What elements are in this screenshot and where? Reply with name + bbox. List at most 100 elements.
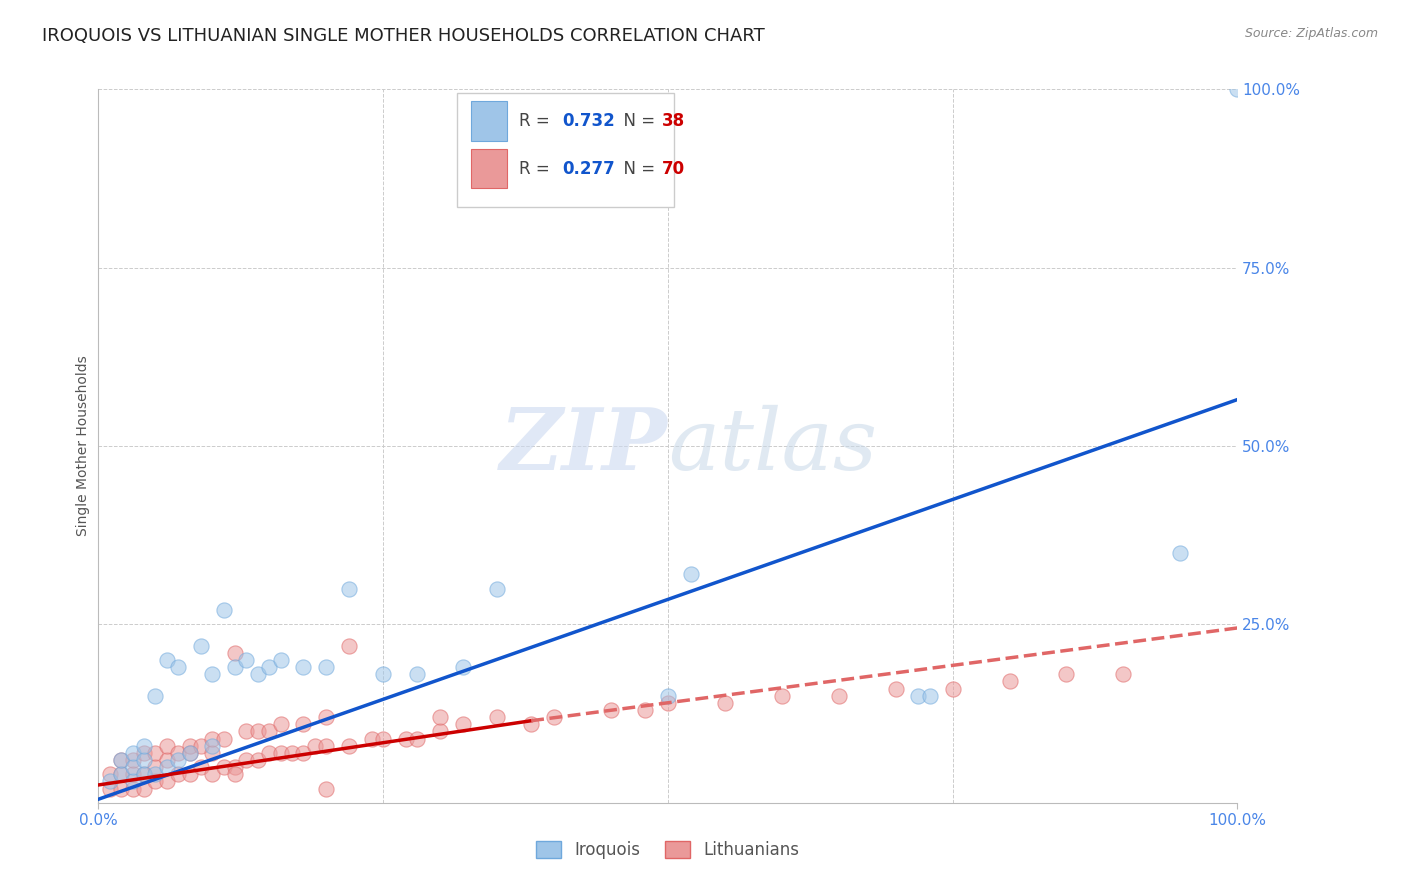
- Point: [634, 703, 657, 717]
- Point: [395, 731, 418, 746]
- Text: R =: R =: [519, 112, 554, 130]
- Point: [132, 767, 155, 781]
- Point: [259, 660, 281, 674]
- Point: [132, 767, 155, 781]
- Point: [337, 639, 360, 653]
- Point: [246, 724, 269, 739]
- Point: [235, 724, 257, 739]
- Point: [190, 739, 212, 753]
- Point: [156, 653, 179, 667]
- Point: [371, 667, 394, 681]
- Point: [98, 774, 121, 789]
- Point: [429, 710, 451, 724]
- Point: [600, 703, 623, 717]
- Point: [156, 774, 179, 789]
- Point: [201, 767, 224, 781]
- Point: [315, 781, 337, 796]
- Point: [121, 774, 143, 789]
- Point: [304, 739, 326, 753]
- Point: [179, 767, 201, 781]
- FancyBboxPatch shape: [457, 93, 673, 207]
- Point: [679, 567, 702, 582]
- Point: [246, 753, 269, 767]
- Point: [714, 696, 737, 710]
- Text: 0.277: 0.277: [562, 160, 614, 178]
- Point: [121, 767, 143, 781]
- Point: [132, 753, 155, 767]
- Point: [270, 746, 292, 760]
- Point: [315, 739, 337, 753]
- Point: [543, 710, 565, 724]
- FancyBboxPatch shape: [471, 102, 508, 141]
- Point: [486, 582, 509, 596]
- Point: [145, 689, 167, 703]
- Point: [1226, 82, 1249, 96]
- Point: [145, 767, 167, 781]
- Point: [259, 746, 281, 760]
- Point: [145, 760, 167, 774]
- Point: [110, 753, 132, 767]
- Point: [224, 760, 246, 774]
- Text: Source: ZipAtlas.com: Source: ZipAtlas.com: [1244, 27, 1378, 40]
- Point: [315, 660, 337, 674]
- Point: [884, 681, 907, 696]
- Point: [1170, 546, 1192, 560]
- Point: [121, 781, 143, 796]
- Point: [167, 660, 190, 674]
- Point: [110, 753, 132, 767]
- Point: [167, 746, 190, 760]
- Point: [315, 710, 337, 724]
- Point: [190, 760, 212, 774]
- Point: [110, 767, 132, 781]
- Point: [145, 774, 167, 789]
- Point: [201, 667, 224, 681]
- Point: [156, 760, 179, 774]
- Text: 38: 38: [662, 112, 685, 130]
- Text: N =: N =: [613, 160, 661, 178]
- Point: [292, 717, 315, 731]
- Point: [270, 653, 292, 667]
- Point: [337, 739, 360, 753]
- Point: [828, 689, 851, 703]
- Point: [259, 724, 281, 739]
- Text: ZIP: ZIP: [501, 404, 668, 488]
- Point: [156, 739, 179, 753]
- Point: [224, 767, 246, 781]
- Legend: Iroquois, Lithuanians: Iroquois, Lithuanians: [529, 834, 807, 866]
- Point: [406, 731, 429, 746]
- Point: [998, 674, 1021, 689]
- Point: [486, 710, 509, 724]
- Point: [224, 660, 246, 674]
- Point: [156, 753, 179, 767]
- Point: [212, 731, 235, 746]
- Point: [98, 781, 121, 796]
- Point: [907, 689, 929, 703]
- Point: [201, 739, 224, 753]
- Point: [179, 746, 201, 760]
- Point: [235, 753, 257, 767]
- Point: [110, 767, 132, 781]
- Text: IROQUOIS VS LITHUANIAN SINGLE MOTHER HOUSEHOLDS CORRELATION CHART: IROQUOIS VS LITHUANIAN SINGLE MOTHER HOU…: [42, 27, 765, 45]
- Point: [212, 603, 235, 617]
- Point: [429, 724, 451, 739]
- Point: [145, 746, 167, 760]
- Point: [212, 760, 235, 774]
- Point: [121, 753, 143, 767]
- Point: [167, 767, 190, 781]
- Point: [1054, 667, 1078, 681]
- Point: [520, 717, 543, 731]
- Point: [224, 646, 246, 660]
- Point: [167, 753, 190, 767]
- Point: [451, 717, 474, 731]
- Point: [292, 746, 315, 760]
- Point: [201, 731, 224, 746]
- Point: [235, 653, 257, 667]
- Point: [179, 739, 201, 753]
- Point: [451, 660, 474, 674]
- Y-axis label: Single Mother Households: Single Mother Households: [76, 356, 90, 536]
- Point: [179, 746, 201, 760]
- Point: [360, 731, 382, 746]
- Point: [281, 746, 304, 760]
- Text: atlas: atlas: [668, 405, 877, 487]
- Point: [1112, 667, 1135, 681]
